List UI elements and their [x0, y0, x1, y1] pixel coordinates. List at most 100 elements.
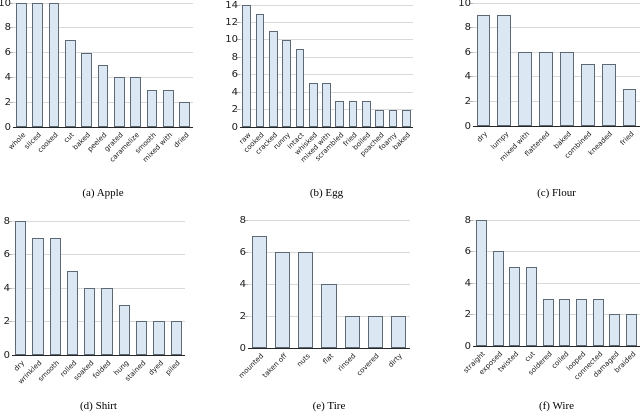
plot-area: 0 2 4 6 8: [240, 215, 410, 354]
y-tick-label: 6: [4, 47, 11, 59]
y-tick-label: 12: [225, 16, 238, 28]
y-tick-mark: [469, 76, 473, 78]
bar-baked: [81, 53, 92, 127]
bar-wrinkled: [32, 238, 44, 355]
plot-area: 0 2 4 6 8: [465, 215, 640, 352]
bar-connected: [592, 299, 604, 346]
y-tick-label: 0: [464, 120, 471, 132]
gridline: [240, 39, 413, 41]
bar-grated: [114, 77, 125, 127]
x-axis-labels: straight exposed twisted cut soldered coiled l…: [462, 347, 640, 403]
y-tick-mark: [469, 219, 473, 221]
y-tick-label: 6: [231, 69, 238, 81]
gridline: [473, 76, 640, 78]
gridline: [248, 219, 410, 221]
y-tick-mark: [244, 251, 248, 253]
chart-caption-wire: (f) Wire: [538, 400, 575, 412]
gridline: [473, 27, 640, 29]
bar-foamy: [388, 110, 398, 127]
y-tick-label: 8: [464, 22, 471, 34]
chart-caption-apple: (a) Apple: [82, 187, 124, 199]
bar-soldered: [542, 299, 554, 346]
chart-caption-flour: (c) Flour: [537, 187, 576, 199]
gridline: [473, 219, 640, 221]
plot-area: 0 2 4 6 8: [4, 216, 185, 361]
bar-coiled: [559, 299, 571, 346]
y-tick-mark: [236, 91, 240, 93]
y-tick-label: 4: [3, 282, 10, 294]
y-tick-label: 6: [239, 246, 246, 258]
bar-mixed-with: [322, 83, 331, 127]
y-tick-mark: [244, 315, 248, 317]
bar-fried: [622, 89, 637, 126]
y-tick-mark: [469, 2, 473, 4]
y-tick-mark: [8, 287, 12, 289]
y-tick-label: 4: [239, 278, 246, 290]
bar-peeled: [97, 65, 109, 127]
bar-taken-off: [275, 252, 291, 348]
y-tick-label: 2: [231, 104, 238, 116]
bar-braided: [626, 314, 638, 346]
bar-cut: [525, 267, 537, 346]
gridline: [240, 4, 413, 6]
y-tick-label: 2: [239, 310, 246, 322]
bar-exposed: [492, 251, 504, 346]
gridline: [13, 2, 193, 4]
bar-dried: [179, 102, 191, 127]
gridline: [473, 100, 640, 102]
gridline: [248, 251, 410, 253]
bar-whisked: [308, 83, 318, 127]
gridline: [12, 254, 185, 255]
y-tick-label: 0: [3, 349, 10, 361]
gridline: [13, 27, 193, 29]
y-tick-mark: [469, 100, 473, 102]
bar-folded: [101, 288, 113, 355]
y-tick-mark: [9, 76, 13, 78]
y-tick-label: 4: [464, 277, 471, 289]
y-tick-mark: [469, 51, 473, 53]
y-tick-mark: [8, 254, 12, 255]
y-tick-label: 2: [3, 316, 10, 327]
bar-looped: [576, 299, 587, 346]
y-tick-label: 8: [4, 22, 11, 34]
y-tick-mark: [236, 21, 240, 23]
y-tick-mark: [469, 314, 473, 315]
y-tick-label: 10: [225, 34, 238, 46]
gridline: [12, 287, 185, 289]
bar-flattened: [539, 52, 553, 126]
chart-caption-egg: (b) Egg: [309, 187, 344, 199]
bar-rinsed: [344, 316, 360, 348]
y-tick-mark: [9, 52, 13, 54]
bar-cut: [64, 40, 76, 127]
y-tick-label: 6: [464, 246, 471, 257]
y-tick-mark: [469, 27, 473, 29]
y-tick-mark: [236, 109, 240, 111]
y-tick-label: 0: [4, 121, 11, 133]
y-tick-mark: [236, 74, 240, 76]
gridline: [240, 21, 413, 23]
plot-area: 0 2 4 6 8 10: [0, 0, 193, 133]
bar-fried: [348, 101, 358, 127]
y-tick-mark: [469, 282, 473, 284]
bar-piled: [170, 321, 182, 355]
gridline: [473, 282, 640, 284]
bar-raw: [242, 5, 252, 127]
bar-whole: [15, 3, 27, 127]
gridline: [12, 220, 185, 222]
y-tick-label: 10: [0, 0, 11, 9]
bar-smooth: [146, 90, 158, 127]
bar-cooked: [48, 3, 60, 127]
bar-intact: [295, 49, 305, 127]
plot-area: 0 2 4 6 8 10: [458, 0, 640, 132]
y-tick-label: 8: [3, 215, 10, 227]
y-tick-label: 8: [231, 51, 238, 63]
bar-dry: [14, 221, 27, 355]
bar-poached: [375, 110, 385, 127]
y-tick-label: 2: [464, 309, 471, 320]
bar-baked: [402, 110, 411, 127]
y-tick-label: 0: [464, 340, 471, 352]
